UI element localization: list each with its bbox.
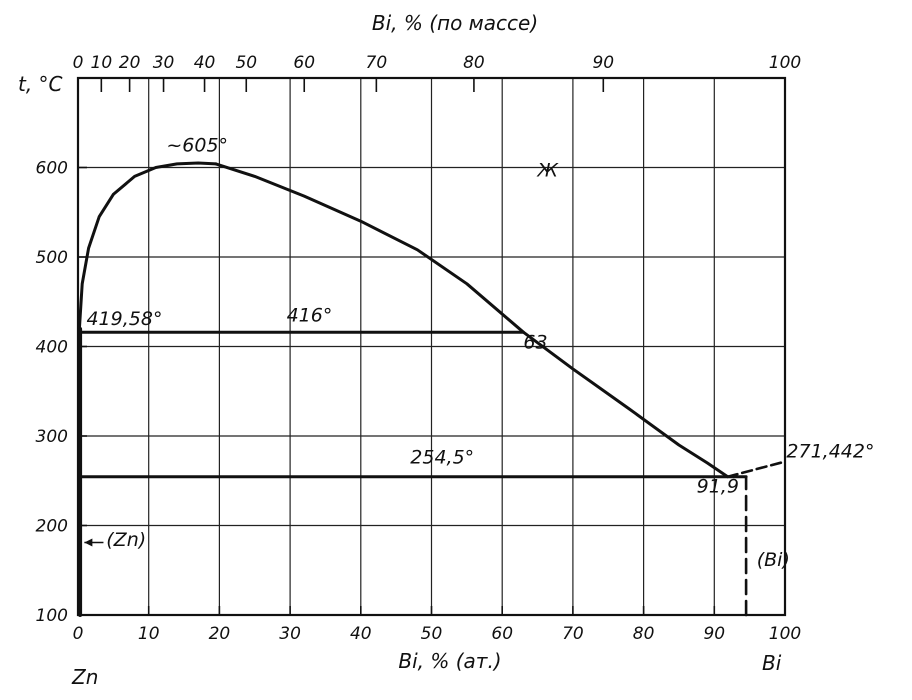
top-tick-label: 90 [592,53,614,73]
y-tick-label: 100 [36,606,68,626]
x-tick-label: 40 [350,624,372,644]
top-tick-label: 20 [119,53,141,73]
annotation-label: (Zn) [106,529,146,551]
x-tick-label: 10 [138,624,160,644]
x-tick-label: 60 [491,624,513,644]
annotation-label: 416° [287,304,333,326]
y-tick-label: 200 [36,517,68,537]
x-tick-label: 90 [703,624,725,644]
zn-pointer-arrowhead [84,538,93,547]
annotations: ~605° Ж 419,58° 416° 63 254,5° 91,9 271,442° (Zn… [86,134,874,570]
y-tick-label: 300 [36,427,68,447]
annotation-label: 254,5° [410,447,474,469]
axis-ticks [77,78,786,616]
x-tick-label: 70 [562,624,584,644]
x-tick-label: 20 [209,624,231,644]
y-axis-title: t, °C [18,72,63,96]
grid [78,77,785,615]
y-tick-label: 400 [36,338,68,358]
x-tick-label: 0 [73,624,84,644]
y-tick-label: 500 [36,248,68,268]
series-liquidus [214,162,730,479]
top-tick-label: 10 [91,53,113,73]
x-tick-label: 30 [279,624,301,644]
top-tick-label: 50 [235,53,257,73]
phase-boundaries [77,161,787,617]
y-tick-label: 600 [36,159,68,179]
annotation-label: 271,442° [786,440,874,462]
x-tick-label: 100 [769,624,801,644]
annotation-label: Ж [537,159,560,181]
x-tick-label: 80 [633,624,655,644]
x-tick-label: 50 [421,624,443,644]
top-tick-label: 70 [366,53,388,73]
top-tick-label: 100 [769,53,801,73]
top-tick-label: 60 [293,53,315,73]
top-tick-label: 40 [194,53,216,73]
annotation-label: ~605° [166,134,228,156]
top-axis-title: Bi, % (по массе) [372,11,538,35]
annotation-label: 419,58° [86,308,162,330]
annotation-label: 63 [523,331,547,353]
top-tick-label: 30 [153,53,175,73]
series-liquidus-dome [77,161,218,331]
annotation-label: (Bi) [757,549,790,571]
top-tick-label: 80 [463,53,485,73]
element-label-bi: Bi [762,651,782,675]
bottom-axis-title: Bi, % (ат.) [398,649,501,673]
top-tick-label: 0 [73,53,84,73]
series-bi-liquidus [726,460,787,478]
element-label-zn: Zn [71,665,98,689]
annotation-label: 91,9 [697,475,739,497]
